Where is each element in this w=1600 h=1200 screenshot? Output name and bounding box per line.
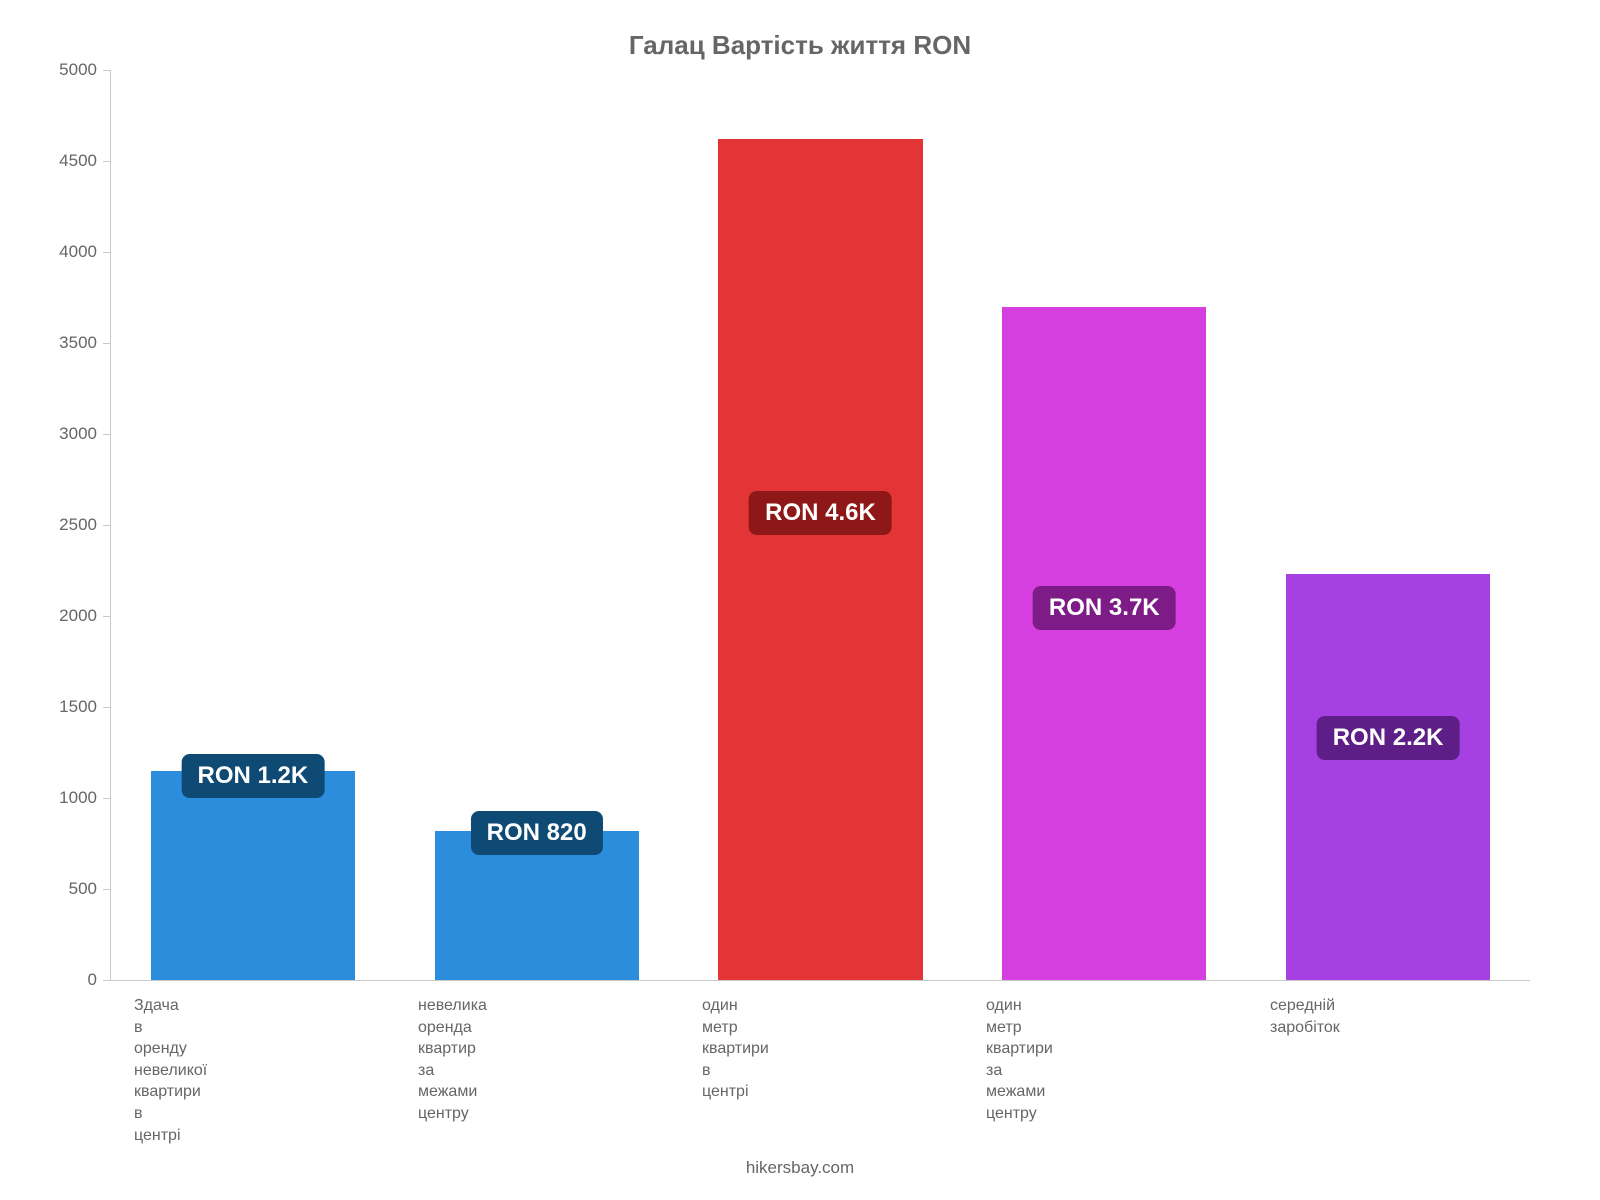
bar: RON 4.6K [718,139,922,980]
y-tick-label: 1500 [59,697,111,717]
x-axis-label: одинметрквартиривцентрі [678,981,962,1146]
y-tick-label: 0 [88,970,111,990]
bar-value-label: RON 2.2K [1317,716,1460,760]
bar-slot: RON 1.2K [111,71,395,980]
bar: RON 3.7K [1002,307,1206,980]
chart-container: Галац Вартість життя RON RON 1.2K RON 820… [0,0,1600,1200]
bars-layer: RON 1.2K RON 820 RON 4.6K RON 3.7K RON 2.2K [111,71,1530,980]
y-tick-label: 5000 [59,60,111,80]
y-tick-label: 2000 [59,606,111,626]
bar-value-label: RON 820 [471,811,603,855]
plot-area: RON 1.2KRON 820RON 4.6KRON 3.7KRON 2.2K … [110,71,1530,981]
x-axis-label: середнійзаробіток [1246,981,1530,1146]
bar-slot: RON 3.7K [962,71,1246,980]
y-tick-label: 4000 [59,242,111,262]
y-tick-label: 1000 [59,788,111,808]
bar: RON 1.2K [151,771,355,980]
x-axis-label: невеликаорендаквартирзамежамицентру [394,981,678,1146]
y-tick-label: 3000 [59,424,111,444]
bar-slot: RON 4.6K [679,71,963,980]
bar: RON 2.2K [1286,574,1490,980]
x-axis-label: одинметрквартиризамежамицентру [962,981,1246,1146]
y-tick-label: 4500 [59,151,111,171]
y-tick-label: 2500 [59,515,111,535]
y-tick-label: 3500 [59,333,111,353]
bar-slot: RON 820 [395,71,679,980]
bar-slot: RON 2.2K [1246,71,1530,980]
chart-title: Галац Вартість життя RON [50,30,1550,61]
bar-value-label: RON 4.6K [749,491,892,535]
bar-value-label: RON 3.7K [1033,586,1176,630]
x-axis-labels: Здачаворендуневеликоїквартиривцентріневе… [110,981,1530,1146]
axes: RON 1.2KRON 820RON 4.6KRON 3.7KRON 2.2K … [110,71,1530,981]
attribution-text: hikersbay.com [0,1158,1600,1178]
x-axis-label: Здачаворендуневеликоїквартиривцентрі [110,981,394,1146]
bar-value-label: RON 1.2K [182,754,325,798]
y-tick-label: 500 [69,879,111,899]
bar: RON 820 [435,831,639,980]
